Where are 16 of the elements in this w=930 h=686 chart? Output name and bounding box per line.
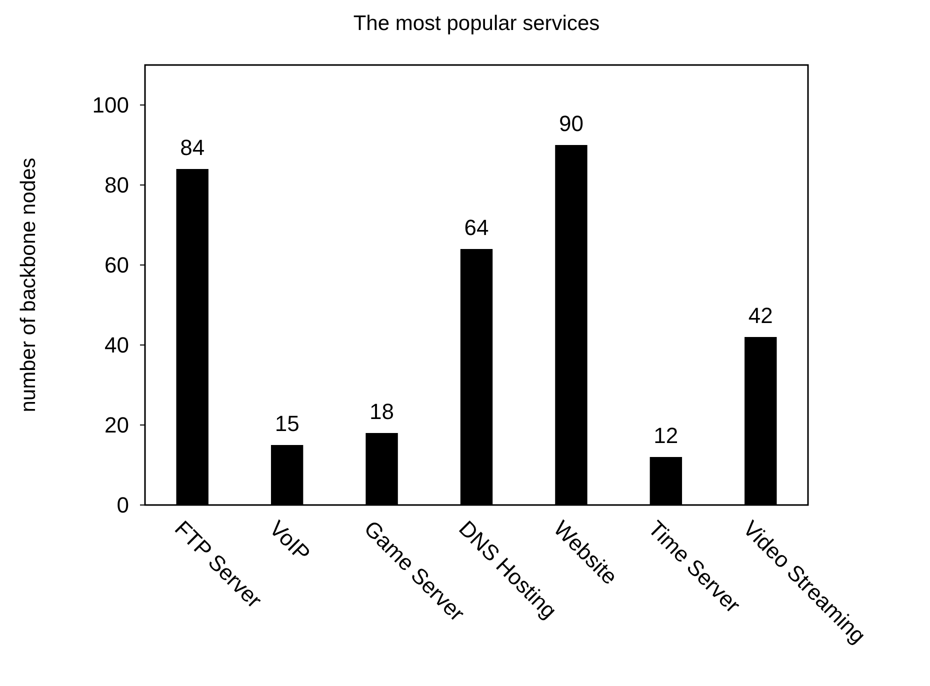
- data-label: 42: [748, 303, 773, 328]
- y-tick-label: 0: [116, 492, 129, 518]
- data-label: 90: [558, 111, 584, 136]
- y-tick-label: 100: [92, 92, 129, 118]
- data-label: 15: [274, 411, 300, 436]
- y-tick-label: 60: [104, 252, 129, 278]
- x-tick-label: VoIP: [264, 516, 316, 566]
- data-label: 18: [370, 399, 394, 424]
- y-tick-label: 40: [104, 332, 129, 358]
- y-tick-label: 80: [104, 172, 129, 198]
- y-axis-title: number of backbone nodes: [17, 158, 40, 412]
- data-label: 64: [464, 215, 489, 240]
- data-label: 12: [654, 423, 678, 448]
- y-tick-label: 20: [104, 412, 129, 438]
- chart-title: The most popular services: [353, 12, 600, 35]
- data-label: 84: [180, 135, 205, 160]
